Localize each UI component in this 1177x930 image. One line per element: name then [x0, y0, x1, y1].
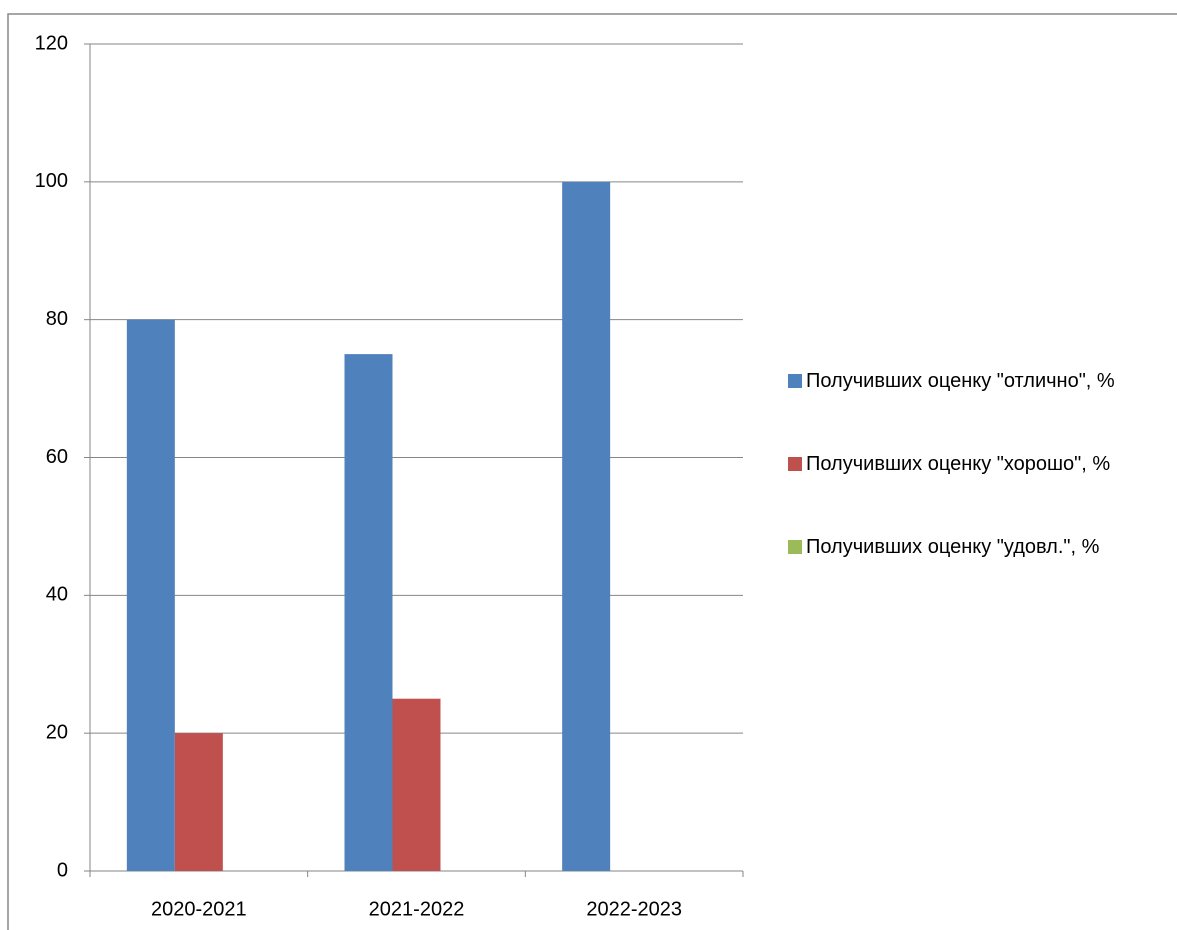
bar [344, 354, 393, 871]
legend-label: Получивших оценку "удовл.", % [806, 536, 1100, 558]
y-tick-label: 120 [35, 32, 68, 54]
legend-entry: Получивших оценку "отлично", % [788, 364, 1168, 398]
x-tick-label: 2021-2022 [369, 898, 465, 920]
y-tick-label: 20 [46, 721, 68, 743]
legend-swatch [788, 374, 802, 388]
legend-entry: Получивших оценку "удовл.", % [788, 530, 1168, 564]
x-tick-label: 2022-2023 [586, 898, 682, 920]
y-tick-label: 0 [57, 859, 68, 881]
bar [174, 733, 223, 871]
legend-label: Получивших оценку "хорошо", % [806, 453, 1111, 475]
legend-entry: Получивших оценку "хорошо", % [788, 447, 1168, 481]
chart-frame [7, 13, 1177, 930]
legend-swatch [788, 457, 802, 471]
y-tick-label: 40 [46, 584, 68, 606]
x-tick-label: 2020-2021 [151, 898, 247, 920]
bar [392, 698, 441, 871]
bar [126, 319, 175, 872]
bar [562, 181, 611, 872]
legend-swatch [788, 540, 802, 554]
y-tick-label: 100 [35, 170, 68, 192]
y-tick-label: 80 [46, 308, 68, 330]
y-tick-label: 60 [46, 446, 68, 468]
legend-label: Получивших оценку "отлично", % [806, 370, 1115, 392]
